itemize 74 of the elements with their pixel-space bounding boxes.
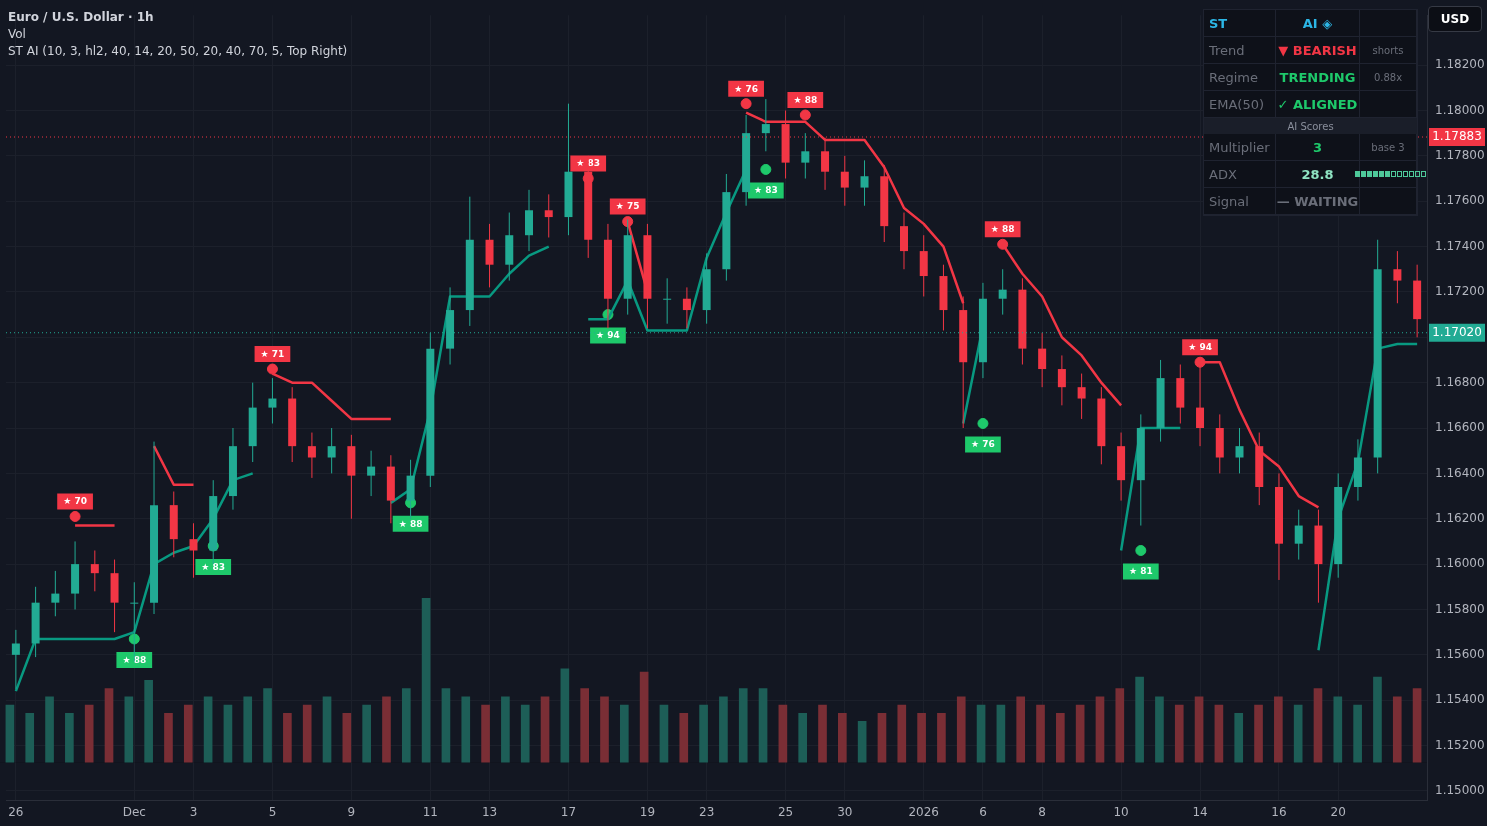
annotation: ★ 94 [596, 330, 620, 341]
annotation: ★ 83 [576, 158, 601, 169]
annotation: Multiplier [1204, 134, 1276, 160]
x-tick-label: 8 [1038, 805, 1046, 820]
x-tick-label: 23 [698, 805, 715, 820]
annotation: TRENDING [1276, 64, 1360, 90]
y-tick-label: 1.16400 [1435, 465, 1485, 480]
y-tick-label: 1.15600 [1435, 646, 1485, 661]
annotation: ★ 83 [201, 561, 226, 572]
annotation: ★ 83 [753, 185, 778, 196]
x-tick-label: 20 [1330, 805, 1346, 820]
annotation: ▼ BEARISH [1276, 37, 1360, 63]
x-tick-label: 2026 [908, 805, 939, 820]
y-tick-label: 1.16800 [1435, 374, 1485, 389]
y-tick-label: 1.15200 [1435, 737, 1485, 752]
annotation: ★ 88 [398, 518, 423, 529]
annotation: AI ◈ [1276, 10, 1360, 36]
ref-line-label: 1.17020 [1432, 324, 1482, 339]
x-tick-label: 19 [639, 805, 656, 820]
annotation: Vol [8, 26, 27, 43]
y-tick-label: 1.17800 [1435, 147, 1485, 162]
x-tick-label: 13 [481, 805, 498, 820]
annotation: Signal [1204, 188, 1276, 214]
y-tick-label: 1.15800 [1435, 601, 1485, 616]
text: USD [1428, 6, 1482, 32]
x-tick-label: 9 [347, 805, 356, 820]
ref-line-label: 1.17883 [1432, 129, 1482, 144]
chart-title: Euro / U.S. Dollar · 1h [8, 9, 155, 26]
annotation: ★ 71 [260, 348, 285, 359]
x-tick-label: 6 [979, 805, 987, 820]
y-tick-label: 1.17600 [1435, 193, 1485, 208]
y-tick-label: 1.15000 [1435, 783, 1485, 798]
x-tick-label: 26 [8, 805, 24, 820]
annotation: base 3 [1360, 134, 1417, 160]
annotation: AI Scores [1204, 118, 1417, 134]
annotation: ★ 88 [793, 94, 818, 105]
annotation: ✓ ALIGNED [1276, 91, 1360, 117]
x-tick-label: 5 [268, 805, 277, 820]
annotation: ST AI (10, 3, hl2, 40, 14, 20, 50, 20, 40, 70, 5, Top Right) [8, 43, 348, 60]
y-tick-label: 1.16600 [1435, 420, 1485, 435]
x-tick-label: 16 [1271, 805, 1287, 820]
x-tick-label: 11 [422, 805, 438, 820]
annotation: 0.88x [1360, 64, 1417, 90]
y-tick-label: 1.18200 [1435, 57, 1485, 72]
annotation: ★ 70 [63, 496, 87, 507]
annotation: EMA(50) [1204, 91, 1276, 117]
annotation: Regime [1204, 64, 1276, 90]
annotation: ★ 88 [990, 224, 1015, 235]
annotation: shorts [1360, 37, 1417, 63]
annotation: ★ 81 [1128, 566, 1153, 577]
x-tick-label: Dec [122, 805, 146, 820]
annotation: ★ 75 [615, 201, 640, 212]
x-tick-label: 17 [560, 805, 577, 820]
y-tick-label: 1.16000 [1435, 556, 1485, 571]
x-tick-label: 3 [189, 805, 198, 820]
x-tick-label: 14 [1192, 805, 1208, 820]
annotation: ★ 88 [122, 654, 147, 665]
annotation: ★ 94 [1188, 342, 1212, 353]
annotation: ★ 76 [971, 439, 995, 450]
x-tick-label: 25 [777, 805, 794, 820]
y-tick-label: 1.15400 [1435, 692, 1485, 707]
y-tick-label: 1.16200 [1435, 510, 1485, 525]
annotation: ADX [1204, 161, 1276, 187]
annotation: ST [1204, 10, 1276, 36]
y-tick-label: 1.18000 [1435, 102, 1485, 117]
annotation: — WAITING [1276, 188, 1360, 214]
x-tick-label: 30 [837, 805, 853, 820]
x-tick-label: 10 [1113, 805, 1129, 820]
y-tick-label: 1.17200 [1435, 284, 1485, 299]
annotation: ★ 76 [734, 83, 758, 94]
y-tick-label: 1.17400 [1435, 238, 1485, 253]
annotation: Trend [1204, 37, 1276, 63]
annotation: 3 [1276, 134, 1360, 160]
annotation: 28.8 [1276, 161, 1360, 187]
